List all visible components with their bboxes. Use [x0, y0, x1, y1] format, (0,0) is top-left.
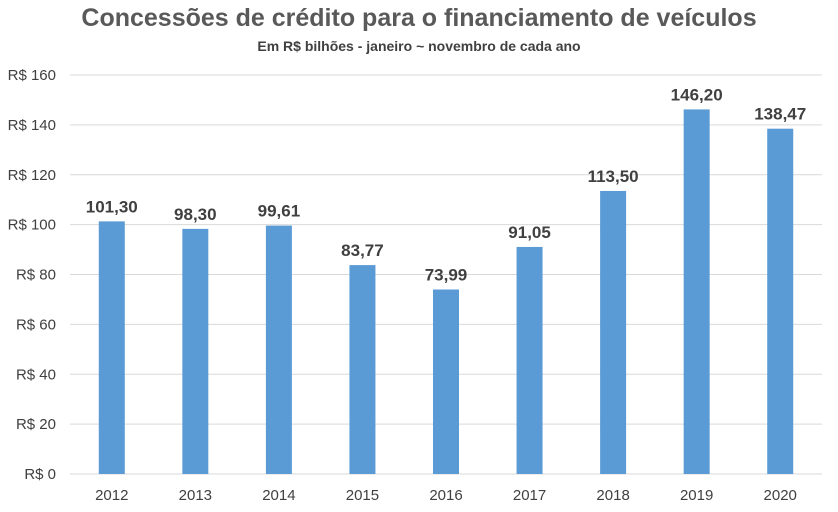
- bar-2019: [683, 109, 710, 474]
- data-label: 113,50: [588, 167, 639, 186]
- y-tick-label: R$ 120: [8, 167, 56, 184]
- bar-2018: [600, 190, 627, 474]
- y-tick-label: R$ 60: [16, 316, 56, 333]
- data-label: 73,99: [425, 265, 468, 284]
- chart-subtitle: Em R$ bilhões - janeiro ~ novembro de ca…: [257, 38, 581, 54]
- x-tick-label: 2012: [95, 487, 128, 504]
- bar-2014: [265, 225, 292, 474]
- y-tick-label: R$ 80: [16, 267, 56, 284]
- data-label: 99,61: [258, 202, 301, 221]
- bars: [98, 109, 794, 475]
- data-label: 101,30: [86, 197, 138, 216]
- data-label: 138,47: [754, 105, 806, 124]
- x-tick-label: 2018: [596, 487, 629, 504]
- data-label: 91,05: [508, 223, 551, 242]
- x-tick-label: 2017: [513, 487, 546, 504]
- chart-title: Concessões de crédito para o financiamen…: [81, 4, 757, 32]
- y-tick-label: R$ 160: [8, 67, 56, 84]
- data-label: 98,30: [174, 205, 217, 224]
- y-tick-label: R$ 140: [8, 117, 56, 134]
- bar-2012: [98, 221, 125, 474]
- y-tick-label: R$ 100: [8, 217, 56, 234]
- data-label: 146,20: [671, 85, 723, 104]
- x-tick-label: 2020: [764, 487, 797, 504]
- x-tick-label: 2013: [179, 487, 212, 504]
- y-tick-label: R$ 0: [24, 466, 56, 483]
- data-label: 83,77: [341, 241, 384, 260]
- bar-2017: [516, 246, 543, 474]
- y-tick-label: R$ 20: [16, 416, 56, 433]
- y-tick-label: R$ 40: [16, 366, 56, 383]
- x-axis-ticks: 2012 2013 2014 2015 2016 2017 2018 2019 2020: [95, 487, 797, 504]
- x-tick-label: 2015: [346, 487, 379, 504]
- data-labels: 101,30 98,30 99,61 83,77 73,99 91,05 113,50 146…: [86, 85, 806, 284]
- x-tick-label: 2019: [680, 487, 713, 504]
- bar-2013: [182, 228, 209, 474]
- y-axis-ticks: R$ 0 R$ 20 R$ 40 R$ 60 R$ 80 R$ 100 R$ 120 R$ 1…: [8, 67, 56, 483]
- x-tick-label: 2014: [262, 487, 295, 504]
- bar-2020: [767, 128, 794, 475]
- bar-2016: [433, 289, 459, 474]
- bar-2015: [349, 265, 376, 474]
- x-tick-label: 2016: [429, 487, 462, 504]
